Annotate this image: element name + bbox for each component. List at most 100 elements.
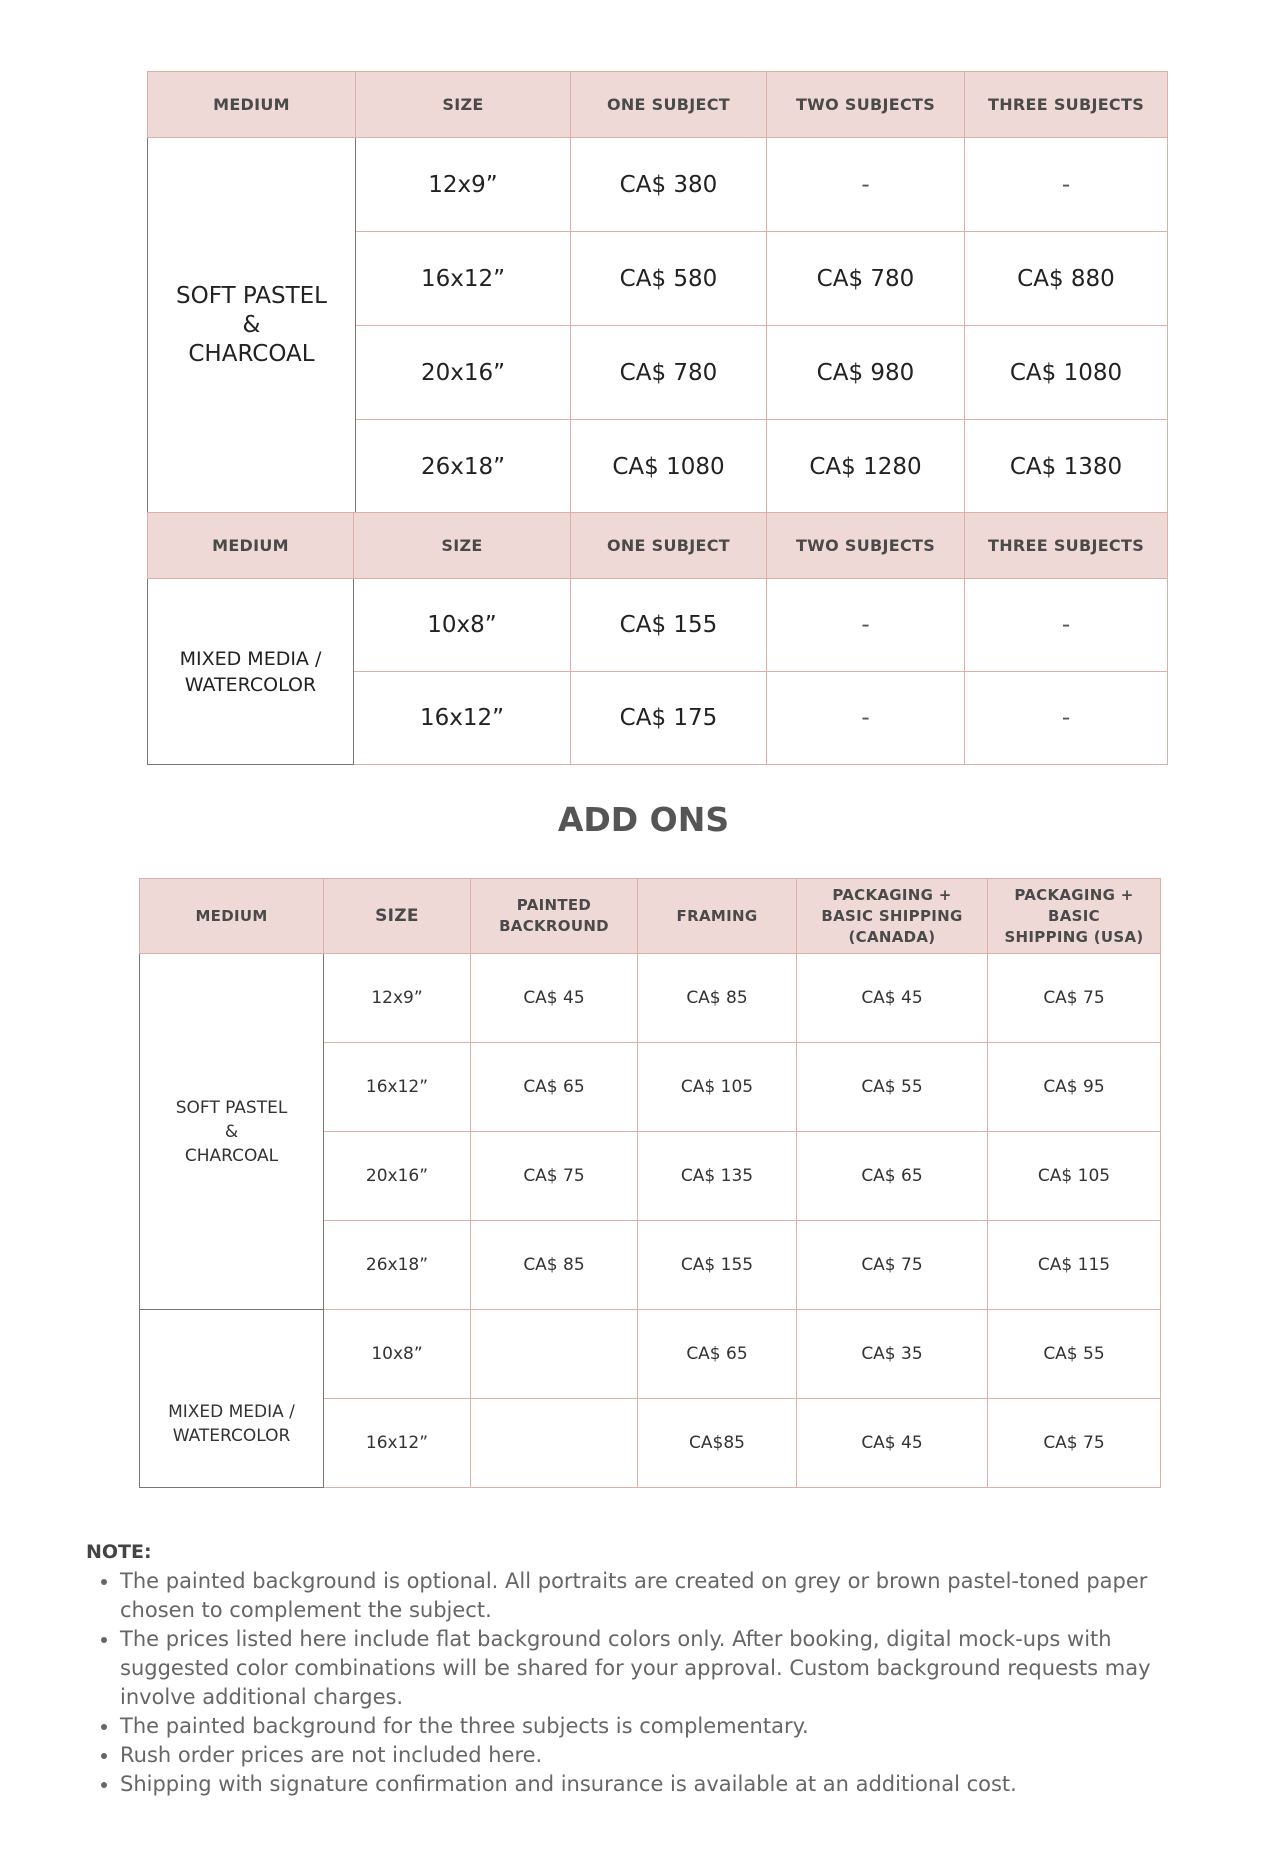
medium-cell: MIXED MEDIA / WATERCOLOR <box>139 1309 324 1488</box>
table-header-row: MEDIUM SIZE PAINTED BACKROUND FRAMING PA… <box>139 878 1161 954</box>
medium-line: WATERCOLOR <box>172 1425 291 1446</box>
table-header-row: MEDIUM SIZE ONE SUBJECT TWO SUBJECTS THR… <box>147 512 1168 579</box>
note-item: Rush order prices are not included here. <box>120 1741 1196 1770</box>
medium-line: CHARCOAL <box>188 341 315 367</box>
table-row: 16x12” CA$ 175 - - <box>148 671 1168 765</box>
note-item: The painted background is optional. All … <box>120 1567 1196 1625</box>
size-cell: 12x9” <box>355 137 571 232</box>
price-cell <box>470 1398 638 1488</box>
size-cell: 26x18” <box>323 1220 471 1310</box>
header-framing: FRAMING <box>637 878 797 954</box>
note-item: Shipping with signature confirmation and… <box>120 1770 1196 1799</box>
price-cell: CA$ 780 <box>766 231 965 326</box>
pricing-table-mixed-media: MEDIUM SIZE ONE SUBJECT TWO SUBJECTS THR… <box>147 512 1168 765</box>
price-cell: CA$ 45 <box>796 953 988 1043</box>
price-cell: - <box>766 137 965 232</box>
table-row: SOFT PASTEL & CHARCOAL 12x9” CA$ 380 - - <box>147 137 1168 514</box>
price-cell: CA$85 <box>637 1398 797 1488</box>
header-size: SIZE <box>323 878 471 954</box>
price-cell: CA$ 980 <box>766 325 965 420</box>
header-size: SIZE <box>353 512 571 579</box>
header-medium: MEDIUM <box>139 878 324 954</box>
header-one-subject: ONE SUBJECT <box>570 512 767 579</box>
medium-cell: SOFT PASTEL & CHARCOAL <box>139 953 324 1310</box>
price-cell: CA$ 75 <box>796 1220 988 1310</box>
medium-line: MIXED MEDIA / <box>168 1401 295 1422</box>
price-cell: CA$ 105 <box>987 1131 1161 1221</box>
header-medium: MEDIUM <box>147 71 356 138</box>
price-cell: CA$ 55 <box>987 1309 1161 1399</box>
price-cell: CA$ 75 <box>470 1131 638 1221</box>
size-cell: 10x8” <box>353 578 571 672</box>
price-cell: CA$ 135 <box>637 1131 797 1221</box>
price-cell: - <box>766 671 965 765</box>
price-cell: CA$ 580 <box>570 231 767 326</box>
price-cell: CA$ 380 <box>570 137 767 232</box>
header-one-subject: ONE SUBJECT <box>570 71 767 138</box>
addons-table: MEDIUM SIZE PAINTED BACKROUND FRAMING PA… <box>139 878 1161 1488</box>
header-medium: MEDIUM <box>147 512 354 579</box>
medium-line: & <box>224 1121 239 1142</box>
medium-cell: MIXED MEDIA / WATERCOLOR <box>147 578 354 765</box>
table-row: MIXED MEDIA / WATERCOLOR 10x8” CA$ 155 -… <box>147 578 1168 765</box>
price-cell: CA$ 155 <box>570 578 767 672</box>
price-cell: - <box>964 671 1168 765</box>
size-cell: 26x18” <box>355 419 571 514</box>
header-size: SIZE <box>355 71 571 138</box>
price-cell: CA$ 65 <box>796 1131 988 1221</box>
size-cell: 20x16” <box>323 1131 471 1221</box>
size-cell: 16x12” <box>323 1398 471 1488</box>
size-cell: 16x12” <box>323 1042 471 1132</box>
medium-line: SOFT PASTEL <box>175 1097 288 1118</box>
size-cell: 16x12” <box>353 671 571 765</box>
pricing-table-soft-pastel: MEDIUM SIZE ONE SUBJECT TWO SUBJECTS THR… <box>147 71 1168 514</box>
notes-list: The painted background is optional. All … <box>86 1567 1196 1799</box>
table-row: 26x18” CA$ 1080 CA$ 1280 CA$ 1380 <box>148 419 1168 514</box>
price-cell: CA$ 45 <box>796 1398 988 1488</box>
header-two-subjects: TWO SUBJECTS <box>766 71 965 138</box>
table-row: SOFT PASTEL & CHARCOAL 12x9” CA$ 45 CA$ … <box>139 953 1161 1310</box>
medium-line: CHARCOAL <box>184 1145 279 1166</box>
header-painted-background: PAINTED BACKROUND <box>470 878 638 954</box>
price-cell: CA$ 1280 <box>766 419 965 514</box>
header-shipping-usa: PACKAGING + BASIC SHIPPING (USA) <box>987 878 1161 954</box>
header-shipping-canada: PACKAGING + BASIC SHIPPING (CANADA) <box>796 878 988 954</box>
price-cell: CA$ 75 <box>987 1398 1161 1488</box>
price-cell: CA$ 155 <box>637 1220 797 1310</box>
note-item: The prices listed here include flat back… <box>120 1625 1196 1712</box>
price-cell: - <box>766 578 965 672</box>
price-cell: CA$ 175 <box>570 671 767 765</box>
price-cell: CA$ 45 <box>470 953 638 1043</box>
price-cell: CA$ 85 <box>470 1220 638 1310</box>
price-cell: CA$ 75 <box>987 953 1161 1043</box>
price-cell <box>470 1309 638 1399</box>
price-cell: - <box>964 137 1168 232</box>
price-cell: CA$ 55 <box>796 1042 988 1132</box>
price-cell: CA$ 1080 <box>570 419 767 514</box>
price-cell: CA$ 1380 <box>964 419 1168 514</box>
table-header-row: MEDIUM SIZE ONE SUBJECT TWO SUBJECTS THR… <box>147 71 1168 138</box>
price-cell: CA$ 65 <box>637 1309 797 1399</box>
medium-cell: SOFT PASTEL & CHARCOAL <box>147 137 356 514</box>
size-cell: 20x16” <box>355 325 571 420</box>
table-row: 20x16” CA$ 75 CA$ 135 CA$ 65 CA$ 105 <box>140 1131 1161 1221</box>
medium-line: SOFT PASTEL <box>175 283 328 309</box>
header-three-subjects: THREE SUBJECTS <box>964 71 1168 138</box>
header-three-subjects: THREE SUBJECTS <box>964 512 1168 579</box>
notes-section: NOTE: The painted background is optional… <box>86 1538 1196 1799</box>
price-cell: CA$ 105 <box>637 1042 797 1132</box>
table-row: 16x12” CA$85 CA$ 45 CA$ 75 <box>140 1398 1161 1488</box>
price-cell: CA$ 1080 <box>964 325 1168 420</box>
price-cell: CA$ 95 <box>987 1042 1161 1132</box>
table-row: MIXED MEDIA / WATERCOLOR 10x8” CA$ 65 CA… <box>139 1309 1161 1488</box>
price-cell: CA$ 65 <box>470 1042 638 1132</box>
notes-title: NOTE: <box>86 1541 152 1563</box>
table-row: 16x12” CA$ 65 CA$ 105 CA$ 55 CA$ 95 <box>140 1042 1161 1132</box>
medium-line: & <box>242 312 261 338</box>
price-cell: CA$ 35 <box>796 1309 988 1399</box>
table-row: 26x18” CA$ 85 CA$ 155 CA$ 75 CA$ 115 <box>140 1220 1161 1310</box>
addons-title: ADD ONS <box>557 800 730 839</box>
price-cell: CA$ 115 <box>987 1220 1161 1310</box>
note-item: The painted background for the three sub… <box>120 1712 1196 1741</box>
medium-line: WATERCOLOR <box>184 673 317 696</box>
